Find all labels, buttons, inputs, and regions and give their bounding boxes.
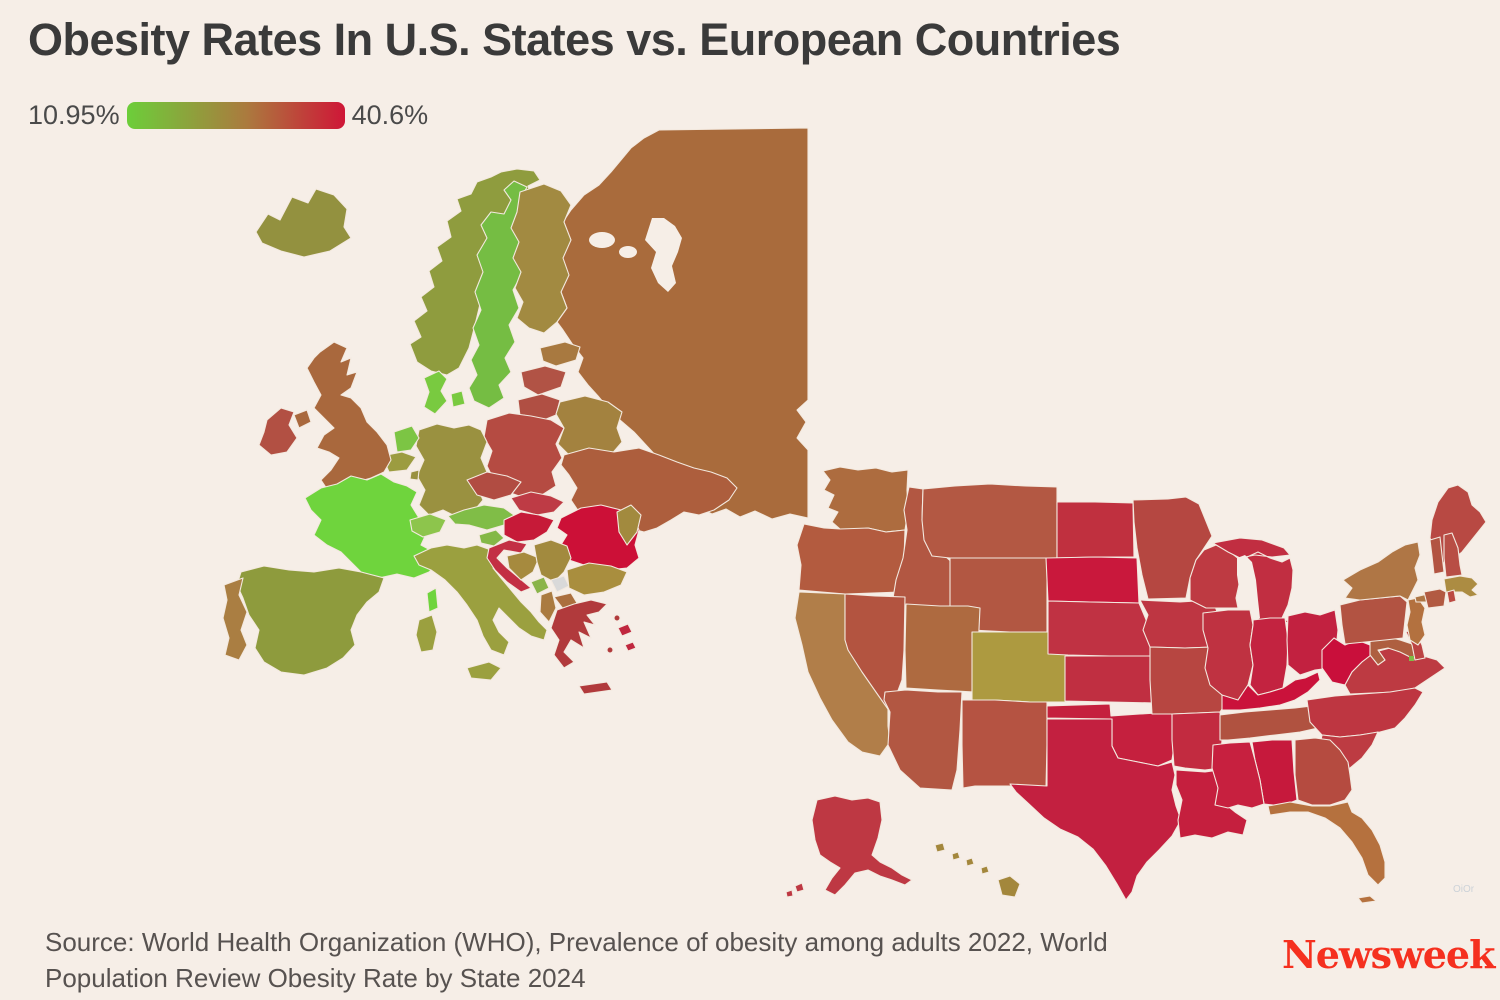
region-north-dakota[interactable] [1056,501,1135,559]
region-turkey[interactable] [617,623,637,652]
region-montenegro[interactable] [530,576,550,595]
region-kentucky[interactable] [1221,671,1321,711]
region-maryland[interactable] [1369,635,1421,666]
region-finland[interactable] [510,183,572,334]
lake-michigan [1237,555,1260,625]
region-dc[interactable] [1409,656,1414,661]
legend-max-label: 40.6% [351,100,429,130]
region-oregon[interactable] [796,523,906,595]
europe-map [222,127,809,695]
region-slovenia[interactable] [478,529,505,547]
region-estonia[interactable] [539,341,581,367]
region-slovakia[interactable] [510,491,565,516]
region-denmark[interactable] [423,370,466,415]
source-line-1: Source: World Health Organization (WHO),… [45,927,1108,957]
region-kansas[interactable] [1064,655,1158,704]
region-hawaii[interactable] [934,842,1021,898]
legend-gradient-bar [126,102,345,129]
region-vermont[interactable] [1429,536,1445,575]
region-norway[interactable] [409,168,541,376]
legend-min-label: 10.95% [28,100,120,130]
newsweek-logo: Newsweek [1282,932,1495,977]
region-georgia[interactable] [1294,737,1353,806]
region-new-mexico[interactable] [961,699,1048,789]
region-alaska[interactable] [785,795,913,898]
region-latvia[interactable] [520,365,567,396]
region-texas[interactable] [1009,718,1182,901]
region-indiana[interactable] [1249,617,1289,696]
region-pennsylvania[interactable] [1339,595,1408,645]
page-title: Obesity Rates In U.S. States vs. Europea… [28,14,1121,65]
region-netherlands[interactable] [393,425,420,453]
region-mississippi[interactable] [1211,741,1265,809]
source-attribution: Source: World Health Organization (WHO),… [45,924,1108,996]
region-new-hampshire[interactable] [1443,532,1463,578]
region-portugal[interactable] [222,577,248,661]
region-nebraska[interactable] [1047,600,1153,657]
region-uk[interactable] [293,341,392,493]
region-arizona[interactable] [883,689,963,791]
greece-island[interactable] [613,614,621,622]
source-line-2: Population Review Obesity Rate by State … [45,963,586,993]
white-sea [645,218,682,292]
region-florida[interactable] [1267,801,1386,904]
region-albania[interactable] [539,590,557,623]
region-switzerland[interactable] [409,513,447,538]
region-bosnia[interactable] [506,551,540,581]
region-moldova[interactable] [616,504,642,546]
region-hungary[interactable] [503,511,555,543]
region-bulgaria[interactable] [566,562,628,596]
region-corsica[interactable] [426,587,439,613]
color-scale-legend: 10.95% 40.6% [28,100,428,131]
region-serbia[interactable] [533,539,572,583]
region-washington[interactable] [822,466,909,533]
region-ireland[interactable] [258,407,298,456]
region-south-dakota[interactable] [1045,556,1140,604]
greece-island[interactable] [606,646,614,654]
region-north-carolina[interactable] [1306,687,1424,738]
region-new-jersey[interactable] [1406,597,1426,646]
region-czechia[interactable] [466,471,522,501]
region-iceland[interactable] [255,188,352,258]
lake-ladoga [589,232,615,248]
region-spain[interactable] [236,565,385,676]
region-montana[interactable] [921,483,1058,559]
region-rhode-island[interactable] [1446,589,1457,604]
lake-onega [619,246,637,258]
region-connecticut[interactable] [1423,588,1447,609]
region-germany[interactable] [415,423,488,518]
watermark: OiOr [1453,884,1475,895]
region-luxembourg[interactable] [409,469,420,481]
region-greece[interactable] [550,599,613,695]
region-utah[interactable] [904,603,981,693]
us-map [785,466,1487,904]
